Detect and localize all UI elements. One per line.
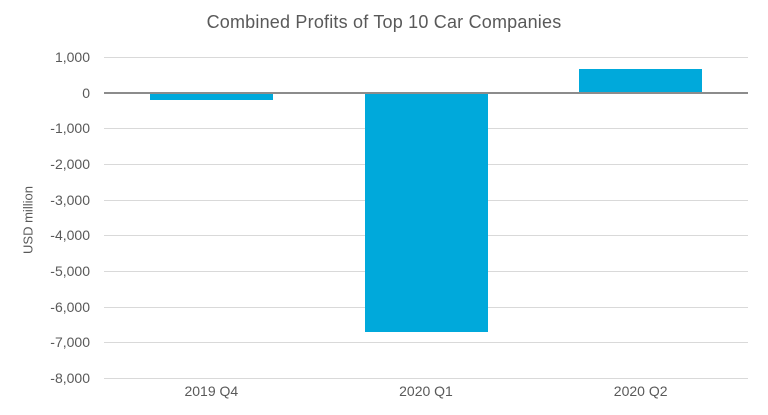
zero-axis-line: [104, 91, 748, 94]
x-tick-label: 2020 Q1: [399, 383, 453, 399]
y-tick-label: -3,000: [50, 191, 90, 208]
bar-2019-q4: [149, 92, 273, 100]
gridline: [104, 378, 748, 379]
y-tick-label: -7,000: [50, 334, 90, 351]
gridline: [104, 57, 748, 58]
x-axis-labels: 2019 Q4 2020 Q1 2020 Q2: [104, 383, 748, 403]
y-tick-label: -1,000: [50, 120, 90, 137]
bar-2020-q2: [579, 69, 703, 93]
y-tick-label: -2,000: [50, 156, 90, 172]
y-tick-label: -8,000: [50, 370, 90, 386]
y-tick-label: -6,000: [50, 298, 90, 315]
gridline: [104, 342, 748, 344]
bar-2020-q1: [364, 92, 488, 332]
plot-area: [104, 57, 748, 379]
y-axis-ticks: 1,000 0 -1,000 -2,000 -3,000 -4,000 -5,000 -6,0…: [0, 49, 90, 386]
x-tick-label: 2019 Q4: [184, 383, 239, 399]
y-tick-label: 0: [82, 84, 90, 101]
y-tick-label: 1,000: [54, 49, 90, 65]
x-tick-label: 2020 Q2: [613, 383, 668, 399]
y-tick-label: -5,000: [50, 263, 90, 279]
chart-title: Combined Profits of Top 10 Car Companies: [206, 12, 562, 32]
y-tick-label: -4,000: [50, 227, 90, 244]
